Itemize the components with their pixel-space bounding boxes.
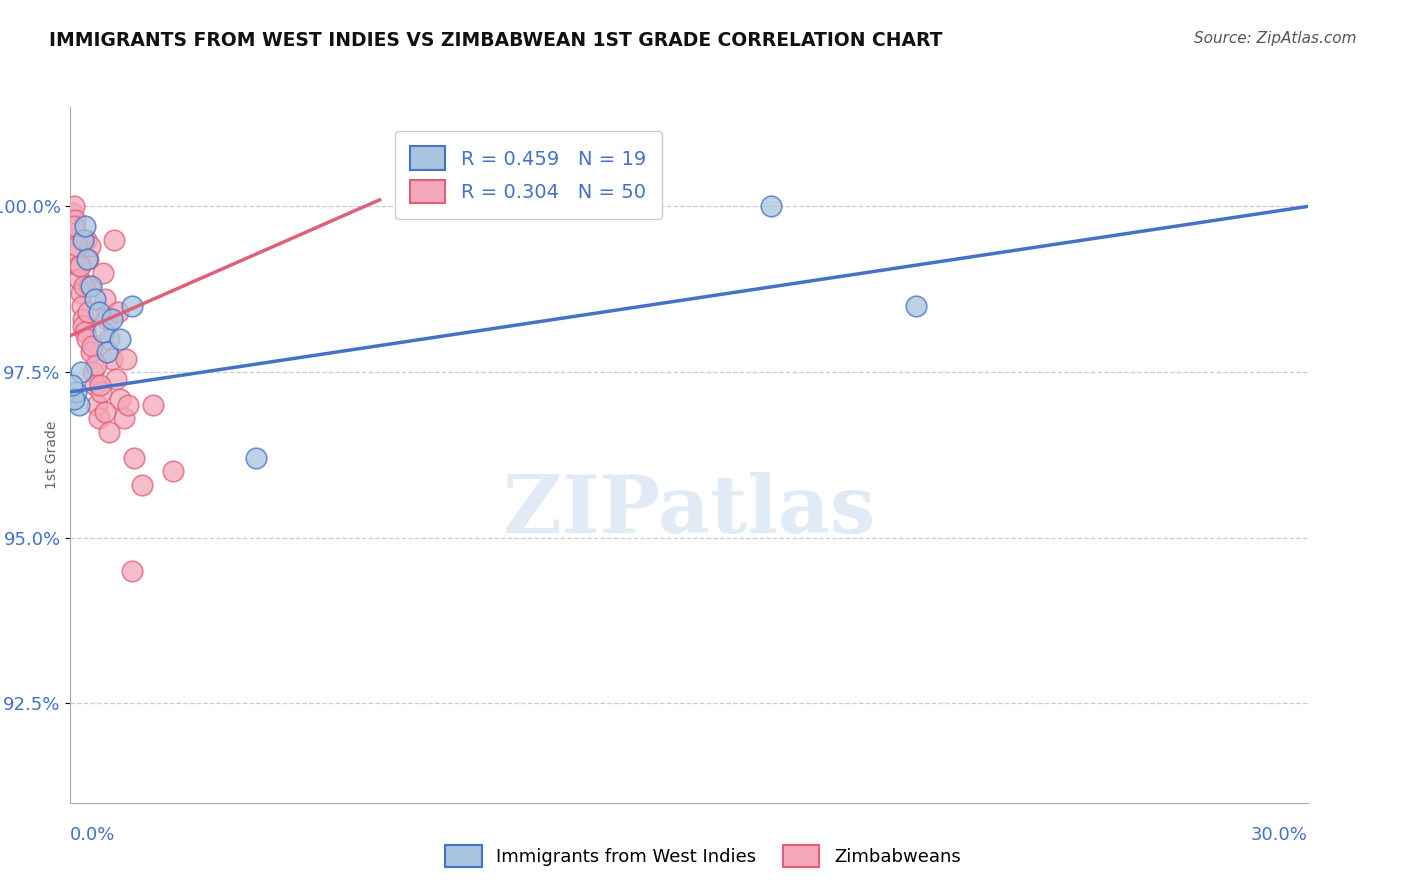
Point [96,312,118,326]
Point [761,199,783,213]
Y-axis label: 1st Grade: 1st Grade [45,421,59,489]
Point [76,332,98,346]
Point [86,398,108,412]
Legend: R = 0.459   N = 19, R = 0.304   N = 50: R = 0.459 N = 19, R = 0.304 N = 50 [395,130,662,219]
Point [121,299,143,313]
Text: 0.0%: 0.0% [70,826,115,844]
Point [97,425,120,439]
Point [90,384,112,399]
Point [131,477,153,491]
Point [89,378,111,392]
Text: ZIPatlas: ZIPatlas [503,472,875,549]
Point [122,451,145,466]
Point [75,233,97,247]
Point [60,206,83,220]
Point [82,338,104,352]
Point [142,398,165,412]
Point [62,219,84,234]
Point [67,272,90,286]
Point [82,365,104,379]
Point [73,219,96,234]
Point [73,326,96,340]
Point [65,212,87,227]
Text: IMMIGRANTS FROM WEST INDIES VS ZIMBABWEAN 1ST GRADE CORRELATION CHART: IMMIGRANTS FROM WEST INDIES VS ZIMBABWEA… [49,31,942,50]
Point [73,279,96,293]
Point [76,252,98,267]
Point [79,239,101,253]
Point [121,564,143,578]
Point [115,351,138,366]
Point [65,384,87,399]
Point [103,233,125,247]
Point [162,465,184,479]
Point [91,326,114,340]
Point [112,411,135,425]
Point [89,305,111,319]
Point [80,345,103,359]
Point [117,398,139,412]
Point [89,411,111,425]
Point [80,279,103,293]
Point [245,451,267,466]
Point [69,365,91,379]
Point [77,305,100,319]
Point [69,259,91,273]
Point [66,239,89,253]
Point [76,252,98,267]
Point [84,292,107,306]
Point [67,398,90,412]
Point [72,318,94,333]
Point [94,292,117,306]
Point [60,378,83,392]
Point [100,312,122,326]
Point [70,299,93,313]
Point [84,359,107,373]
Point [65,226,87,240]
Point [93,405,115,419]
Point [96,345,118,359]
Point [107,305,129,319]
Point [108,332,131,346]
Point [98,332,121,346]
Point [91,266,114,280]
Point [904,299,927,313]
Point [108,392,131,406]
Text: Source: ZipAtlas.com: Source: ZipAtlas.com [1194,31,1357,46]
Point [67,259,90,273]
Point [84,378,107,392]
Point [63,392,86,406]
Point [69,285,91,300]
Point [72,312,94,326]
Point [77,279,100,293]
Point [100,351,122,366]
Point [63,199,86,213]
Legend: Immigrants from West Indies, Zimbabweans: Immigrants from West Indies, Zimbabweans [439,838,967,874]
Point [104,372,127,386]
Point [66,245,89,260]
Text: 30.0%: 30.0% [1251,826,1308,844]
Point [72,233,94,247]
